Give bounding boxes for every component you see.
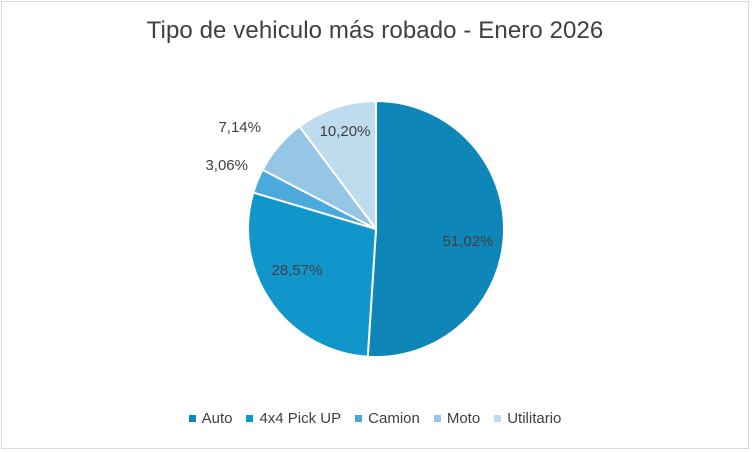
legend-swatch [188, 415, 196, 422]
legend-item-moto: Moto [433, 410, 481, 427]
legend-item-utilitario: Utilitario [494, 410, 561, 427]
legend: Auto 4x4 Pick UP Camion Moto Utilitario [0, 410, 750, 427]
pie-slice-4x4-pick-up [247, 191, 378, 358]
data-label-auto: 51,02% [443, 233, 494, 250]
data-label-utilitario: 10,20% [320, 123, 371, 140]
data-label-4x4-pick-up: 28,57% [272, 262, 323, 279]
data-label-moto: 7,14% [218, 119, 261, 136]
legend-swatch [433, 415, 441, 422]
pie-slice-auto [366, 99, 505, 358]
legend-item-auto: Auto [188, 410, 233, 427]
legend-label: Utilitario [507, 410, 562, 427]
legend-swatch [355, 415, 363, 422]
legend-item-camion: Camion [355, 410, 420, 427]
legend-swatch [494, 415, 502, 422]
legend-label: Moto [446, 410, 481, 427]
legend-label: Auto [201, 410, 233, 427]
legend-item-4x4-pick-up: 4x4 Pick UP [246, 410, 341, 427]
pie-slice-utilitario [298, 99, 377, 233]
legend-swatch [246, 415, 254, 422]
chart-title: Tipo de vehiculo más robado - Enero 2026 [146, 17, 604, 44]
data-label-camion: 3,06% [205, 157, 248, 174]
legend-label: Camion [368, 410, 420, 427]
legend-label: 4x4 Pick UP [259, 410, 342, 427]
